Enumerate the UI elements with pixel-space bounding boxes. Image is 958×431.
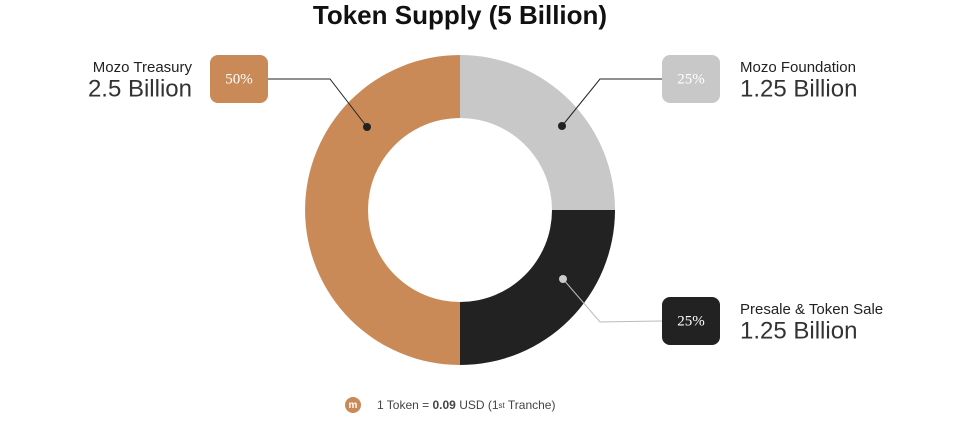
amount-label: 1.25 Billion — [740, 75, 857, 102]
category-label: Mozo Foundation — [740, 59, 856, 76]
value-box — [662, 55, 720, 103]
leader-dot — [559, 275, 567, 283]
token-icon: m — [345, 397, 361, 413]
footnote: m 1 Token = 0.09 USD (1 st Tranche) — [345, 397, 555, 413]
slice — [460, 55, 615, 210]
value-box — [662, 297, 720, 345]
leader-line — [562, 278, 663, 323]
category-label: Mozo Treasury — [93, 59, 193, 76]
footnote-text: USD (1 — [455, 398, 499, 412]
slice — [460, 210, 615, 365]
category-label: Presale & Token Sale — [740, 301, 883, 318]
footnote-sup: st — [498, 400, 505, 410]
leader-dot — [363, 123, 371, 131]
amount-label: 1.25 Billion — [740, 317, 857, 344]
leader-line — [268, 78, 368, 128]
amount-label: 2.5 Billion — [88, 75, 192, 102]
footnote-text: Tranche) — [504, 398, 556, 412]
footnote-text: 1 Token = — [377, 398, 433, 412]
value-box — [210, 55, 268, 103]
chart-title: Token Supply (5 Billion) — [313, 0, 607, 30]
value-label: 25% — [677, 71, 705, 87]
leader-line — [561, 78, 662, 127]
price: 0.09 — [432, 398, 456, 412]
value-label: 25% — [677, 313, 705, 329]
slice — [305, 55, 460, 365]
value-label: 50% — [225, 71, 253, 87]
leader-dot — [558, 122, 566, 130]
